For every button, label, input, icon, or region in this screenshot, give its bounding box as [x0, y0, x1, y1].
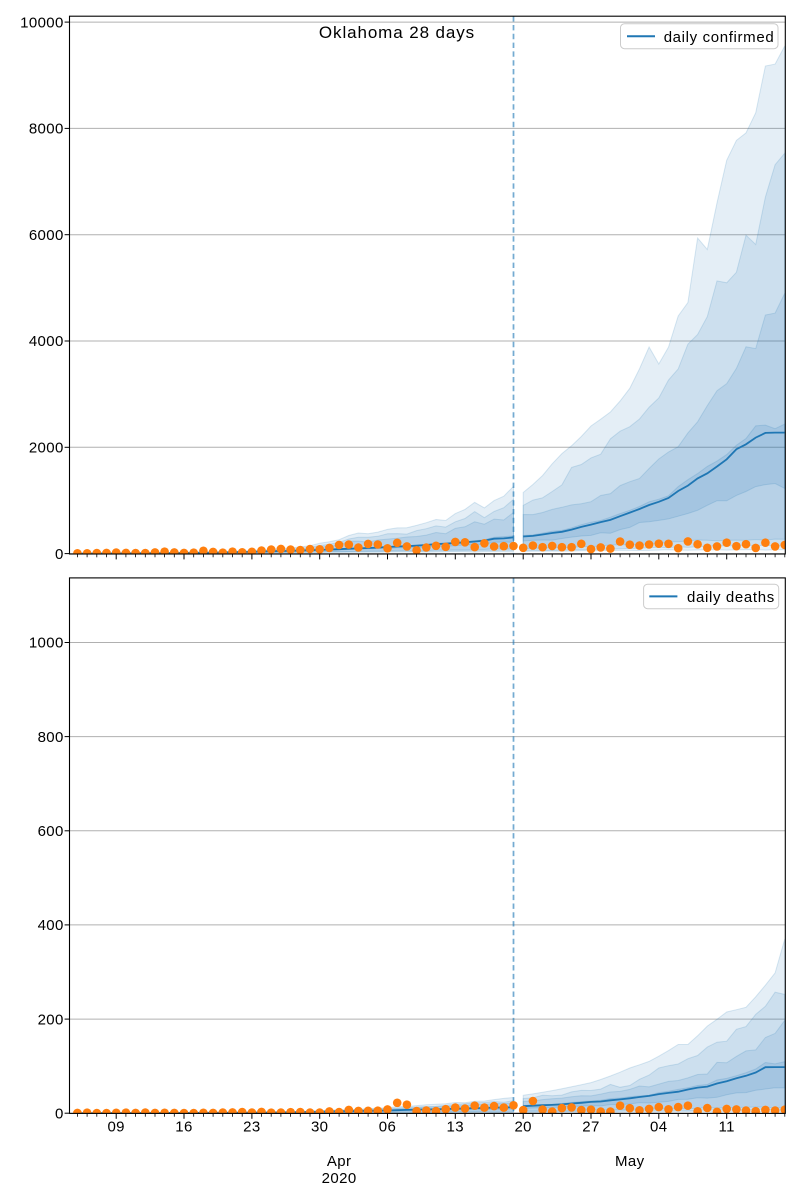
svg-text:daily deaths: daily deaths	[687, 589, 775, 606]
svg-text:400: 400	[38, 917, 64, 934]
svg-text:800: 800	[38, 729, 64, 746]
svg-text:Apr: Apr	[327, 1153, 352, 1170]
svg-text:23: 23	[243, 1119, 261, 1136]
svg-text:4000: 4000	[29, 333, 64, 350]
svg-text:10000: 10000	[20, 14, 64, 31]
svg-text:30: 30	[311, 1119, 329, 1136]
svg-text:600: 600	[38, 823, 64, 840]
svg-text:04: 04	[650, 1119, 668, 1136]
svg-text:8000: 8000	[29, 121, 64, 138]
svg-text:20: 20	[514, 1119, 532, 1136]
svg-text:1000: 1000	[29, 635, 64, 652]
svg-text:0: 0	[55, 546, 64, 563]
svg-text:May: May	[615, 1153, 645, 1170]
svg-text:Oklahoma 28 days: Oklahoma 28 days	[319, 23, 475, 42]
svg-text:2000: 2000	[29, 440, 64, 457]
svg-text:13: 13	[447, 1119, 465, 1136]
svg-text:6000: 6000	[29, 227, 64, 244]
svg-text:09: 09	[107, 1119, 125, 1136]
svg-text:2020: 2020	[322, 1170, 357, 1187]
svg-text:200: 200	[38, 1011, 64, 1028]
svg-text:16: 16	[175, 1119, 193, 1136]
svg-text:0: 0	[55, 1105, 64, 1122]
svg-text:27: 27	[582, 1119, 600, 1136]
svg-text:daily confirmed: daily confirmed	[664, 29, 775, 46]
svg-text:06: 06	[379, 1119, 397, 1136]
svg-text:11: 11	[719, 1119, 735, 1136]
